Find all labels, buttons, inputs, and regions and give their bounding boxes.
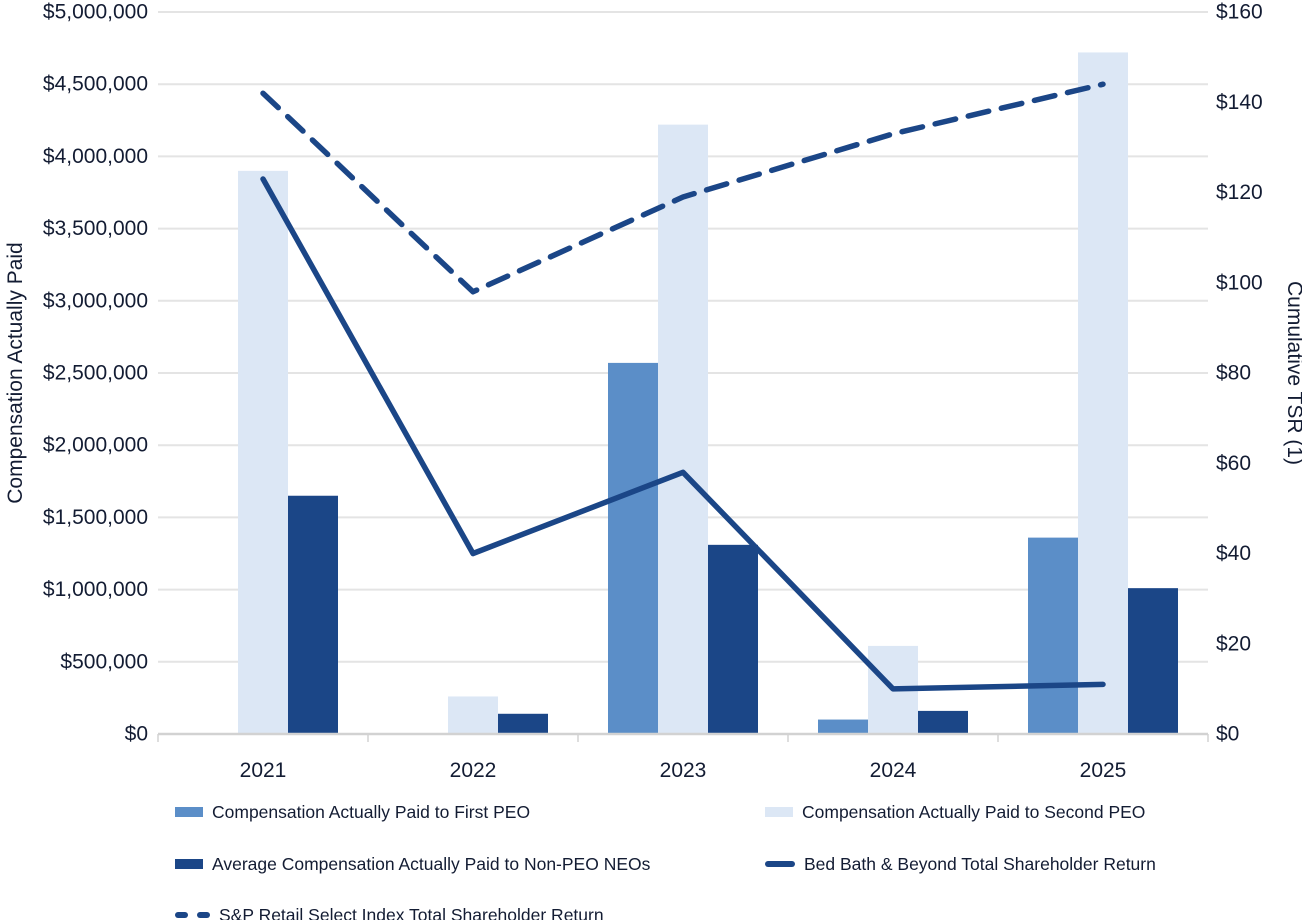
legend-item-sp-retail-tsr: S&P Retail Select Index Total Shareholde…: [175, 905, 604, 920]
left-axis-tick-label: $2,000,000: [43, 434, 148, 457]
legend-label-bbby-tsr: Bed Bath & Beyond Total Shareholder Retu…: [804, 853, 1156, 874]
legend-label-first-peo: Compensation Actually Paid to First PEO: [212, 801, 531, 822]
left-axis-tick-label: $5,000,000: [43, 1, 148, 24]
right-axis-tick-label: $60: [1216, 452, 1251, 475]
bar-compensation-actually-paid-to-second-peo-2022: [448, 696, 498, 734]
right-axis-tick-label: $40: [1216, 542, 1251, 565]
legend-swatch-bbby-tsr-line: [765, 861, 795, 867]
left-axis-tick-label: $0: [125, 723, 148, 746]
legend-item-bbby-tsr: Bed Bath & Beyond Total Shareholder Retu…: [765, 854, 1156, 874]
left-axis-tick-label: $4,000,000: [43, 145, 148, 168]
legend-swatch-first-peo: [175, 807, 203, 817]
right-axis-title: Cumulative TSR (1): [1283, 281, 1302, 465]
left-axis-title: Compensation Actually Paid: [4, 242, 27, 504]
right-axis-tick-label: $140: [1216, 91, 1263, 114]
x-axis-label-2025: 2025: [1080, 759, 1127, 782]
legend-item-first-peo: Compensation Actually Paid to First PEO: [175, 802, 530, 822]
right-axis-tick-label: $20: [1216, 632, 1251, 655]
line-bed-bath-beyond-total-shareholder-return: [260, 176, 1106, 692]
bar-compensation-actually-paid-to-second-peo-2023: [658, 124, 708, 734]
bar-average-compensation-actually-paid-to-no-2024: [918, 710, 968, 734]
legend-swatch-sp-retail-dashed-line: [175, 912, 210, 918]
bar-compensation-actually-paid-to-first-peo-2025: [1028, 537, 1078, 734]
legend-swatch-second-peo: [765, 807, 793, 817]
bar-average-compensation-actually-paid-to-no-2022: [498, 713, 548, 734]
line-s-p-retail-select-index-total-shareholde: [260, 81, 1106, 295]
bar-average-compensation-actually-paid-to-no-2021: [288, 495, 338, 734]
legend-swatch-non-peo-neos: [175, 859, 203, 869]
right-axis-tick-label: $120: [1216, 181, 1263, 204]
right-axis-tick-label: $80: [1216, 362, 1251, 385]
right-axis-tick-label: $160: [1216, 1, 1263, 24]
left-axis-tick-label: $2,500,000: [43, 362, 148, 385]
bar-average-compensation-actually-paid-to-no-2023: [708, 544, 758, 734]
left-axis-tick-label: $1,000,000: [43, 578, 148, 601]
x-axis-label-2021: 2021: [240, 759, 287, 782]
legend-label-non-peo-neos: Average Compensation Actually Paid to No…: [212, 853, 651, 874]
left-axis-tick-label: $4,500,000: [43, 73, 148, 96]
right-axis-tick-label: $100: [1216, 271, 1263, 294]
left-axis-tick-label: $3,000,000: [43, 289, 148, 312]
chart-plot-area: $0 $500,000 $1,000,000 $1,500,000 $2,000,000…: [4, 1, 1302, 783]
x-axis-label-2024: 2024: [870, 759, 917, 782]
left-axis-tick-label: $1,500,000: [43, 506, 148, 529]
legend-item-second-peo: Compensation Actually Paid to Second PEO: [765, 802, 1145, 822]
legend-label-second-peo: Compensation Actually Paid to Second PEO: [802, 801, 1146, 822]
left-axis-tick-label: $3,500,000: [43, 217, 148, 240]
right-axis-tick-label: $0: [1216, 723, 1239, 746]
bar-compensation-actually-paid-to-second-peo-2021: [238, 170, 288, 735]
bar-compensation-actually-paid-to-first-peo-2023: [608, 362, 658, 734]
x-axis-label-2023: 2023: [660, 759, 707, 782]
x-axis-label-2022: 2022: [450, 759, 497, 782]
bar-average-compensation-actually-paid-to-no-2025: [1128, 588, 1178, 734]
legend-label-sp-retail-tsr: S&P Retail Select Index Total Shareholde…: [219, 904, 604, 920]
left-axis-tick-label: $500,000: [60, 650, 148, 673]
legend-item-non-peo-neos: Average Compensation Actually Paid to No…: [175, 854, 650, 874]
bar-compensation-actually-paid-to-first-peo-2024: [818, 719, 868, 734]
bar-compensation-actually-paid-to-second-peo-2025: [1078, 52, 1128, 734]
